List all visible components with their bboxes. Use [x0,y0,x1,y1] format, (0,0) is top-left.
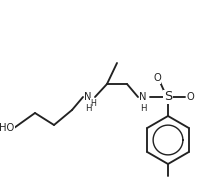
Text: O: O [186,92,194,102]
Text: H: H [85,104,91,113]
Text: H: H [140,104,146,113]
Text: H: H [90,98,96,108]
Text: S: S [164,90,172,104]
Text: O: O [153,73,161,83]
Text: N: N [139,92,147,102]
Text: N: N [84,92,92,102]
Text: HO: HO [0,123,14,133]
